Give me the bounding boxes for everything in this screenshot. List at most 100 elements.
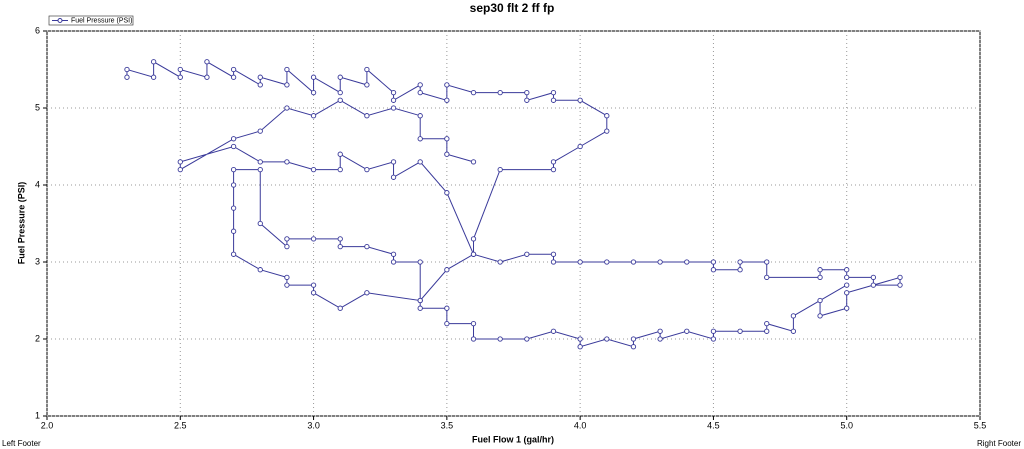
data-point bbox=[550, 259, 557, 265]
data-point bbox=[177, 74, 183, 80]
data-point bbox=[844, 305, 850, 311]
data-point bbox=[230, 166, 237, 173]
data-point bbox=[417, 113, 423, 119]
y-tick-label: 3 bbox=[35, 256, 40, 266]
data-point bbox=[417, 297, 423, 304]
data-point bbox=[550, 251, 557, 257]
x-tick-label: 5.5 bbox=[974, 420, 987, 430]
data-point bbox=[817, 274, 823, 281]
x-tick-label: 5.0 bbox=[840, 420, 853, 430]
y-tick-label: 1 bbox=[35, 410, 40, 420]
x-tick-label: 2.0 bbox=[41, 420, 54, 430]
data-point bbox=[284, 82, 290, 88]
data-point bbox=[470, 251, 477, 257]
data-point bbox=[390, 97, 397, 103]
data-point bbox=[337, 236, 343, 242]
data-point bbox=[657, 336, 663, 342]
data-point bbox=[710, 336, 717, 342]
data-point bbox=[257, 82, 263, 88]
data-point bbox=[364, 290, 370, 296]
data-point bbox=[337, 151, 343, 157]
legend-marker bbox=[57, 18, 63, 23]
data-point bbox=[444, 82, 450, 88]
data-point bbox=[124, 74, 130, 80]
data-point bbox=[550, 166, 557, 173]
data-point bbox=[417, 136, 423, 142]
data-point bbox=[177, 159, 183, 165]
data-point bbox=[257, 159, 263, 165]
data-point bbox=[257, 166, 263, 173]
data-point bbox=[524, 97, 530, 103]
data-point bbox=[577, 336, 583, 342]
data-point bbox=[470, 89, 477, 96]
x-tick-label: 3.0 bbox=[307, 420, 320, 430]
data-point bbox=[604, 336, 610, 342]
data-point bbox=[524, 336, 530, 342]
x-axis-label: Fuel Flow 1 (gal/hr) bbox=[472, 434, 554, 444]
x-tick-label: 4.0 bbox=[574, 420, 587, 430]
data-point bbox=[337, 243, 343, 250]
data-point bbox=[390, 174, 397, 180]
data-point bbox=[177, 66, 183, 73]
data-point bbox=[230, 136, 237, 142]
data-point bbox=[257, 220, 263, 227]
data-point bbox=[337, 74, 343, 80]
data-point bbox=[444, 97, 450, 103]
data-point bbox=[764, 259, 770, 265]
data-point bbox=[737, 267, 743, 273]
data-point bbox=[470, 320, 477, 327]
data-point bbox=[230, 228, 237, 234]
y-tick-label: 2 bbox=[35, 333, 40, 343]
data-point bbox=[870, 282, 877, 288]
data-point bbox=[817, 267, 823, 273]
data-point bbox=[150, 59, 157, 65]
data-point bbox=[870, 274, 877, 281]
data-point bbox=[524, 89, 530, 96]
data-point bbox=[257, 267, 263, 273]
data-point bbox=[364, 82, 370, 88]
data-point bbox=[710, 328, 717, 334]
data-point bbox=[817, 313, 823, 319]
data-point bbox=[364, 66, 370, 73]
data-point bbox=[497, 336, 503, 342]
data-point bbox=[230, 74, 237, 80]
data-point bbox=[284, 66, 290, 73]
data-point bbox=[844, 282, 850, 288]
data-point bbox=[604, 259, 610, 265]
data-point bbox=[310, 290, 317, 296]
data-point bbox=[257, 74, 263, 80]
data-point bbox=[444, 151, 450, 157]
data-point bbox=[284, 236, 290, 242]
data-point bbox=[177, 166, 183, 173]
data-point bbox=[417, 159, 423, 165]
data-point bbox=[684, 259, 690, 265]
data-point bbox=[684, 328, 690, 334]
data-point bbox=[444, 305, 450, 311]
data-point bbox=[844, 290, 850, 296]
data-point bbox=[657, 259, 663, 265]
data-point bbox=[897, 274, 903, 281]
data-point bbox=[284, 105, 290, 111]
data-point bbox=[604, 113, 610, 119]
data-point bbox=[630, 336, 637, 342]
data-point bbox=[257, 128, 263, 134]
data-point bbox=[497, 166, 503, 173]
data-point bbox=[337, 305, 343, 311]
data-point bbox=[604, 128, 610, 134]
data-point bbox=[737, 259, 743, 265]
data-point bbox=[550, 97, 557, 103]
data-point bbox=[390, 105, 397, 111]
data-point bbox=[364, 243, 370, 250]
footer-right: Right Footer bbox=[977, 439, 1021, 448]
data-point bbox=[230, 66, 237, 73]
data-point bbox=[444, 136, 450, 142]
data-point bbox=[470, 159, 477, 165]
data-point bbox=[150, 74, 157, 80]
y-tick-label: 4 bbox=[35, 179, 40, 189]
data-point bbox=[470, 336, 477, 342]
y-tick-label: 6 bbox=[35, 25, 40, 35]
data-point bbox=[444, 190, 450, 196]
data-point bbox=[417, 259, 423, 265]
data-point bbox=[657, 328, 663, 334]
